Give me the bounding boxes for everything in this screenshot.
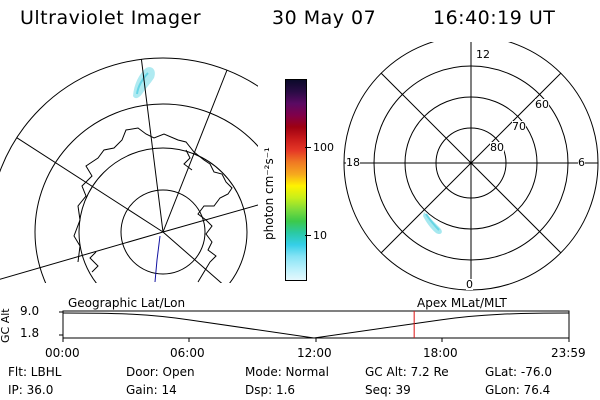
colorbar-tick [305, 147, 311, 148]
apex-label: Apex MLat/MLT [417, 296, 507, 310]
date-label: 30 May 07 [272, 7, 377, 29]
orbit-xtick-0000: 00:00 [45, 346, 80, 360]
orbit-ytick-top: 9.0 [20, 304, 40, 318]
instrument-title: Ultraviolet Imager [20, 7, 202, 29]
mlt-label-6: 6 [578, 156, 585, 169]
mlt-polar-plot [343, 42, 599, 291]
dsp-status: Dsp: 1.6 [245, 383, 296, 397]
mlt-label-12: 12 [476, 48, 490, 61]
seq-status: Seq: 39 [365, 383, 411, 397]
colorbar-tick-label-10: 10 [313, 229, 327, 242]
geographic-label: Geographic Lat/Lon [68, 296, 186, 310]
time-label: 16:40:19 UT [433, 7, 556, 29]
lat-label-60: 60 [535, 98, 549, 111]
orbit-xtick-1800: 18:00 [423, 346, 458, 360]
mlt-label-0: 0 [466, 278, 473, 291]
lat-label-80: 80 [490, 141, 504, 154]
orbit-track [154, 235, 161, 283]
geographic-map [0, 57, 258, 283]
lat-label-70: 70 [512, 120, 526, 133]
orbit-altitude-plot [59, 310, 570, 342]
glat-status: GLat: -76.0 [485, 365, 552, 379]
orbit-ytick-bottom: 1.8 [20, 326, 40, 340]
mode-status: Mode: Normal [245, 365, 329, 379]
orbit-xtick-0600: 06:00 [170, 346, 205, 360]
orbit-ylabel: GC Alt [0, 308, 12, 343]
orbit-xtick-1200: 12:00 [297, 346, 332, 360]
filter-status: Flt: LBHL [8, 365, 62, 379]
coastline [73, 127, 233, 283]
colorbar [285, 79, 307, 281]
gc-alt-status: GC Alt: 7.2 Re [365, 365, 449, 379]
orbit-xtick-2359: 23:59 [551, 346, 586, 360]
colorbar-unit-label: photon cm⁻²s⁻¹ [262, 147, 276, 240]
door-status: Door: Open [126, 365, 195, 379]
colorbar-tick [305, 235, 311, 236]
glon-status: GLon: 76.4 [485, 383, 551, 397]
colorbar-tick-label-100: 100 [313, 141, 334, 154]
ip-status: IP: 36.0 [8, 383, 54, 397]
altitude-curve [62, 312, 570, 339]
mlt-label-18: 18 [346, 156, 360, 169]
gain-status: Gain: 14 [126, 383, 177, 397]
geo-grid [0, 58, 258, 283]
